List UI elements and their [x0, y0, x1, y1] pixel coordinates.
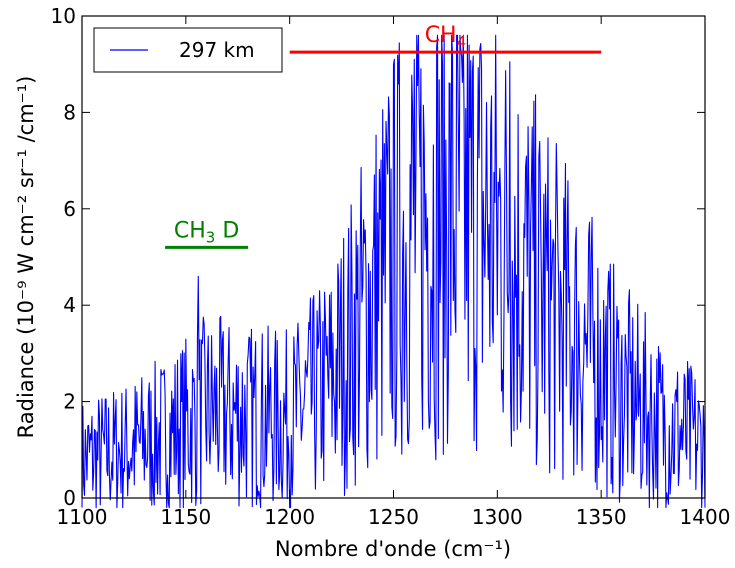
x-axis-label: Nombre d'onde (cm⁻¹) — [275, 537, 511, 561]
legend-entry-label: 297 km — [179, 38, 255, 62]
y-tick-label: 4 — [63, 293, 76, 317]
y-tick-label: 10 — [51, 4, 76, 28]
legend: 297 km — [93, 27, 283, 73]
y-tick-label: 8 — [63, 100, 76, 124]
x-tick-label: 1250 — [368, 505, 419, 529]
y-tick-label: 0 — [63, 486, 76, 510]
x-tick-label: 1100 — [57, 505, 108, 529]
annotation-label-0: CH4 — [425, 23, 466, 51]
annotation-label-1: CH3 D — [174, 218, 239, 246]
series-layer — [81, 34, 706, 509]
annotation-layer: CH4 CH3 D — [165, 23, 602, 249]
y-axis-label: Radiance (10⁻⁹ W cm⁻² sr⁻¹ /cm⁻¹) — [14, 76, 38, 439]
x-tick-label: 1150 — [160, 505, 211, 529]
ticks-layer: 1100 1150 1200 1250 1300 1350 1400 0 2 4 6 8 10 — [51, 4, 731, 529]
series-line-297km — [81, 34, 706, 509]
x-tick-label: 1300 — [472, 505, 523, 529]
x-tick-label: 1200 — [264, 505, 315, 529]
x-tick-label: 1350 — [576, 505, 627, 529]
x-tick-label: 1400 — [680, 505, 731, 529]
y-tick-label: 6 — [63, 197, 76, 221]
y-tick-label: 2 — [63, 390, 76, 414]
